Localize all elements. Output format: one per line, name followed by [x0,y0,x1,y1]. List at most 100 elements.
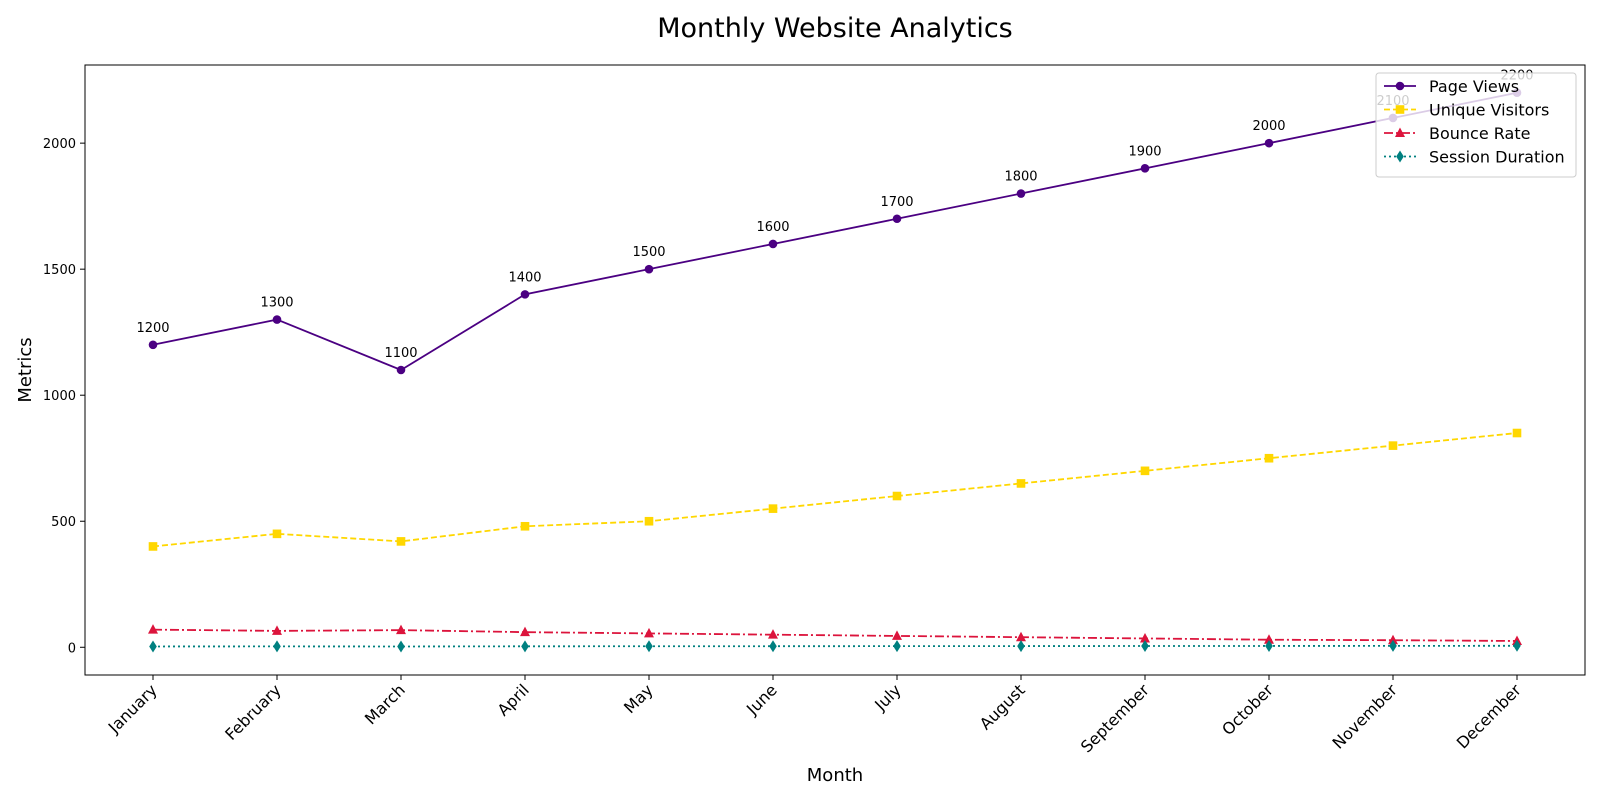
x-tick-label: November [1329,680,1402,753]
data-point-page-views [520,290,530,299]
legend-box [1375,72,1577,178]
data-point-page-views [768,239,778,249]
legend: Page Views Unique Visitors Bounce Rate Sess… [1375,72,1577,178]
data-point-unique-visitors [520,521,530,531]
legend-item-unique-visitors: Unique Visitors [1384,101,1549,120]
data-point-unique-visitors [148,542,158,551]
data-point-session-duration [1389,639,1397,652]
x-tick-label: February [221,680,285,744]
legend-label-page-views: Page Views [1429,77,1519,96]
data-point-bounce-rate [1264,634,1274,644]
data-label-page-views: 1400 [508,270,541,285]
chart-title: Monthly Website Analytics [657,13,1013,44]
data-point-unique-visitors [892,491,902,501]
data-point-unique-visitors [396,537,406,546]
x-tick-label: October [1218,680,1277,739]
data-point-session-duration [397,640,405,653]
series-page-views: 1200 1300 1100 1400 1500 1600 1700 1800 1900 2000… [136,69,1534,375]
y-tick-label: 2000 [43,137,76,152]
y-tick-label: 1000 [43,389,76,404]
data-point-bounce-rate [272,625,282,635]
series-line-page-views [152,91,1518,372]
x-tick-label: April [494,680,533,719]
plot-area: 1200 1300 1100 1400 1500 1600 1700 1800 1900 2000… [136,69,1534,653]
y-axis-label: Metrics [15,337,36,402]
series-line-bounce-rate [152,628,1518,642]
series-bounce-rate [148,624,1522,645]
data-point-unique-visitors [1512,428,1522,438]
legend-marker-session-duration [1396,150,1404,163]
legend-item-session-duration: Session Duration [1384,148,1565,167]
series-session-duration [149,639,1521,653]
y-tick-label: 0 [68,641,76,656]
data-point-session-duration [1513,639,1521,652]
y-tick-label: 500 [51,515,76,530]
data-label-page-views: 1700 [880,195,913,210]
data-label-page-views: 1900 [1128,144,1161,159]
data-label-page-views: 1300 [260,296,293,311]
data-point-session-duration [893,640,901,653]
data-label-page-views: 2000 [1252,119,1285,134]
data-point-bounce-rate [1388,634,1398,645]
x-tick-label: September [1077,680,1153,756]
legend-label-unique-visitors: Unique Visitors [1429,101,1549,120]
data-label-page-views: 1600 [756,220,789,235]
legend-label-bounce-rate: Bounce Rate [1429,124,1530,143]
legend-marker-unique-visitors [1395,105,1405,114]
data-point-unique-visitors [1388,441,1398,450]
data-point-bounce-rate [644,627,654,638]
x-tick-label: August [976,680,1029,733]
data-label-page-views: 1200 [136,321,169,336]
data-point-session-duration [1017,640,1025,653]
x-tick-label: January [104,680,161,737]
data-point-unique-visitors [272,529,282,539]
data-point-unique-visitors [1016,479,1026,488]
data-point-page-views [396,365,406,375]
series-line-unique-visitors [152,432,1518,548]
y-tick-label: 1500 [43,263,76,278]
data-point-page-views [1016,189,1026,198]
data-label-page-views: 1800 [1004,170,1037,185]
data-point-bounce-rate [1016,631,1026,642]
data-point-bounce-rate [1140,632,1150,643]
data-point-page-views [1140,164,1150,173]
data-point-session-duration [769,640,777,653]
legend-marker-page-views [1395,81,1405,91]
data-point-session-duration [1141,640,1149,653]
data-point-unique-visitors [1264,453,1274,463]
data-point-bounce-rate [768,629,778,639]
x-tick-label: March [361,680,409,728]
series-unique-visitors [148,428,1522,551]
data-label-page-views: 1500 [632,245,665,260]
series-line-session-duration [152,644,1518,648]
data-point-session-duration [1265,639,1273,652]
plot-frame [84,64,1586,676]
x-tick-label: December [1453,680,1525,752]
legend-label-session-duration: Session Duration [1429,148,1565,167]
data-point-bounce-rate [396,624,406,635]
data-point-page-views [148,340,158,350]
data-point-session-duration [521,640,529,653]
data-point-bounce-rate [520,626,530,637]
data-point-page-views [644,264,654,274]
data-point-session-duration [149,640,157,653]
x-tick-label: June [742,680,781,719]
data-point-page-views [272,315,282,324]
data-point-page-views [1264,138,1274,148]
data-point-session-duration [645,640,653,653]
legend-item-bounce-rate: Bounce Rate [1384,124,1530,143]
data-point-session-duration [273,640,281,653]
data-point-unique-visitors [768,504,778,513]
data-point-page-views [892,214,902,224]
data-point-bounce-rate [148,624,158,634]
legend-marker-bounce-rate [1395,127,1405,137]
legend-item-page-views: Page Views [1384,77,1519,96]
x-axis-label: Month [807,765,863,786]
x-tick-label: May [620,680,657,717]
data-label-page-views: 1100 [384,346,417,361]
data-point-unique-visitors [1140,466,1150,476]
data-point-unique-visitors [644,516,654,526]
x-tick-label: July [870,680,904,714]
data-point-bounce-rate [892,630,902,640]
